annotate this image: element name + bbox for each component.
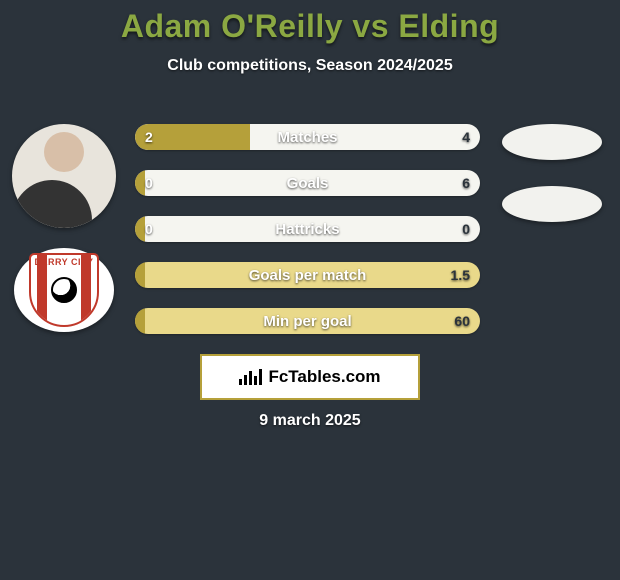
stat-bars: 2Matches40Goals60Hattricks0Goals per mat… bbox=[135, 124, 480, 334]
stat-value-right: 6 bbox=[462, 170, 470, 196]
stat-label: Goals bbox=[135, 170, 480, 196]
footer-date: 9 march 2025 bbox=[0, 412, 620, 430]
stat-label: Matches bbox=[135, 124, 480, 150]
stat-bar: 0Hattricks0 bbox=[135, 216, 480, 242]
stat-value-right: 4 bbox=[462, 124, 470, 150]
stat-value-right: 1.5 bbox=[451, 262, 470, 288]
branding-text: FcTables.com bbox=[268, 367, 380, 387]
player-avatar-left bbox=[12, 124, 116, 228]
branding-box[interactable]: FcTables.com bbox=[200, 354, 420, 400]
stat-bar: 0Goals6 bbox=[135, 170, 480, 196]
comparison-infographic: Adam O'Reilly vs Elding Club competition… bbox=[0, 0, 620, 580]
club-badge-text: DERRY CITY bbox=[31, 257, 97, 267]
page-title: Adam O'Reilly vs Elding bbox=[0, 0, 620, 45]
club-badge-right-placeholder bbox=[502, 186, 602, 222]
player-avatar-right-placeholder bbox=[502, 124, 602, 160]
bar-chart-icon bbox=[239, 369, 262, 385]
club-badge-left: DERRY CITY bbox=[14, 248, 114, 332]
right-player-column bbox=[492, 124, 612, 222]
left-player-column: DERRY CITY bbox=[8, 124, 120, 332]
stat-label: Goals per match bbox=[135, 262, 480, 288]
stat-label: Min per goal bbox=[135, 308, 480, 334]
stat-bar: Min per goal60 bbox=[135, 308, 480, 334]
stat-bar: 2Matches4 bbox=[135, 124, 480, 150]
stat-bar: Goals per match1.5 bbox=[135, 262, 480, 288]
stat-value-right: 0 bbox=[462, 216, 470, 242]
stat-label: Hattricks bbox=[135, 216, 480, 242]
stat-value-right: 60 bbox=[454, 308, 470, 334]
page-subtitle: Club competitions, Season 2024/2025 bbox=[0, 57, 620, 75]
